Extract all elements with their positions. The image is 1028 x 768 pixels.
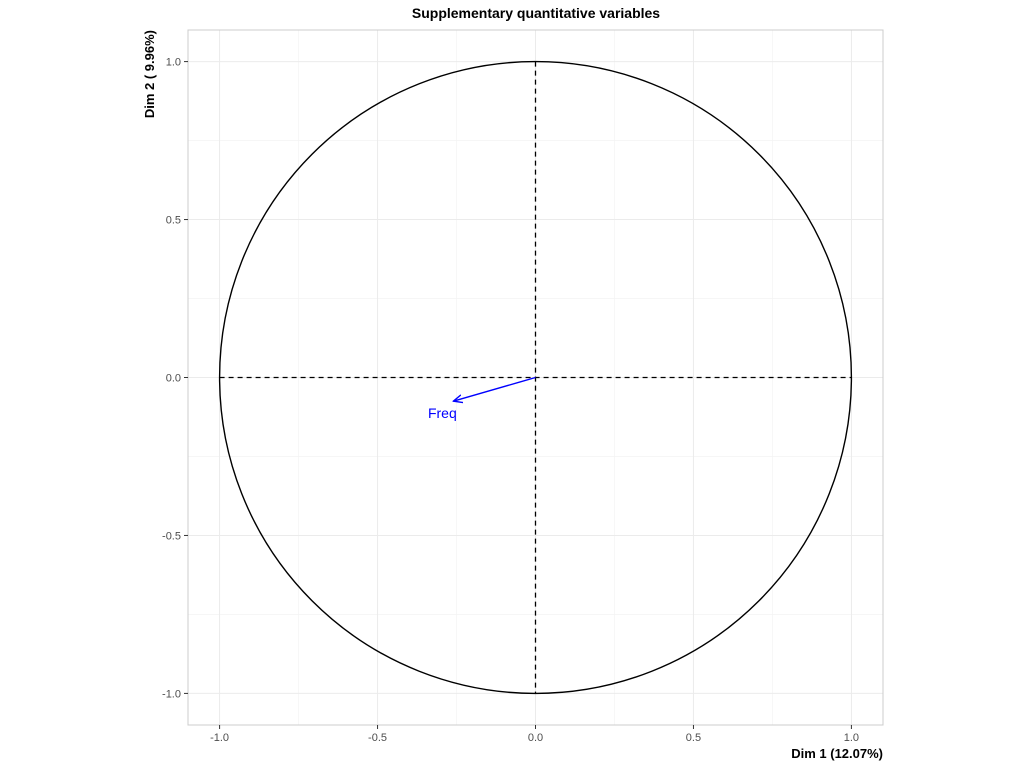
- x-tick-label: 1.0: [844, 732, 859, 744]
- x-tick-label: -0.5: [368, 732, 387, 744]
- y-tick-label: -0.5: [162, 530, 181, 542]
- variable-arrow: [453, 376, 536, 402]
- variable-label: Freq: [428, 405, 457, 421]
- y-tick-label: 0.0: [166, 373, 181, 385]
- y-axis-label: Dim 2 ( 9.96%): [142, 30, 157, 118]
- x-tick-label: 0.0: [528, 732, 543, 744]
- y-tick-label: 1.0: [166, 57, 181, 69]
- y-axis-ticks: -1.0 -0.5 0.0 0.5 1.0: [162, 57, 188, 700]
- x-axis-label: Dim 1 (12.07%): [791, 746, 883, 761]
- y-tick-label: 0.5: [166, 215, 181, 227]
- y-tick-label: -1.0: [162, 688, 181, 700]
- unit-circle: [218, 60, 853, 695]
- variable-arrows: Freq: [428, 376, 536, 421]
- chart-title: Supplementary quantitative variables: [412, 5, 660, 21]
- x-axis-ticks: -1.0 -0.5 0.0 0.5 1.0: [210, 725, 859, 744]
- x-tick-label: 0.5: [686, 732, 701, 744]
- x-tick-label: -1.0: [210, 732, 229, 744]
